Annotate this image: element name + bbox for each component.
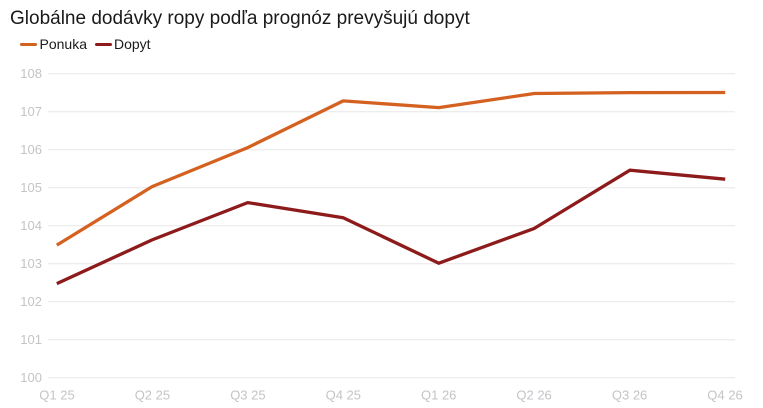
svg-text:Q4 26: Q4 26 bbox=[707, 388, 742, 403]
svg-text:Q1 25: Q1 25 bbox=[39, 388, 74, 403]
svg-text:107: 107 bbox=[20, 104, 42, 119]
svg-text:Q2 26: Q2 26 bbox=[516, 388, 551, 403]
svg-text:103: 103 bbox=[20, 256, 42, 271]
svg-text:108: 108 bbox=[20, 66, 42, 81]
svg-text:101: 101 bbox=[20, 332, 42, 347]
svg-text:Q3 25: Q3 25 bbox=[230, 388, 265, 403]
svg-text:Q1 26: Q1 26 bbox=[421, 388, 456, 403]
svg-text:104: 104 bbox=[20, 218, 42, 233]
svg-text:105: 105 bbox=[20, 180, 42, 195]
svg-text:102: 102 bbox=[20, 294, 42, 309]
svg-text:Q2 25: Q2 25 bbox=[135, 388, 170, 403]
svg-text:106: 106 bbox=[20, 142, 42, 157]
svg-text:Q3 26: Q3 26 bbox=[612, 388, 647, 403]
svg-text:100: 100 bbox=[20, 370, 42, 385]
svg-text:Q4 25: Q4 25 bbox=[326, 388, 361, 403]
